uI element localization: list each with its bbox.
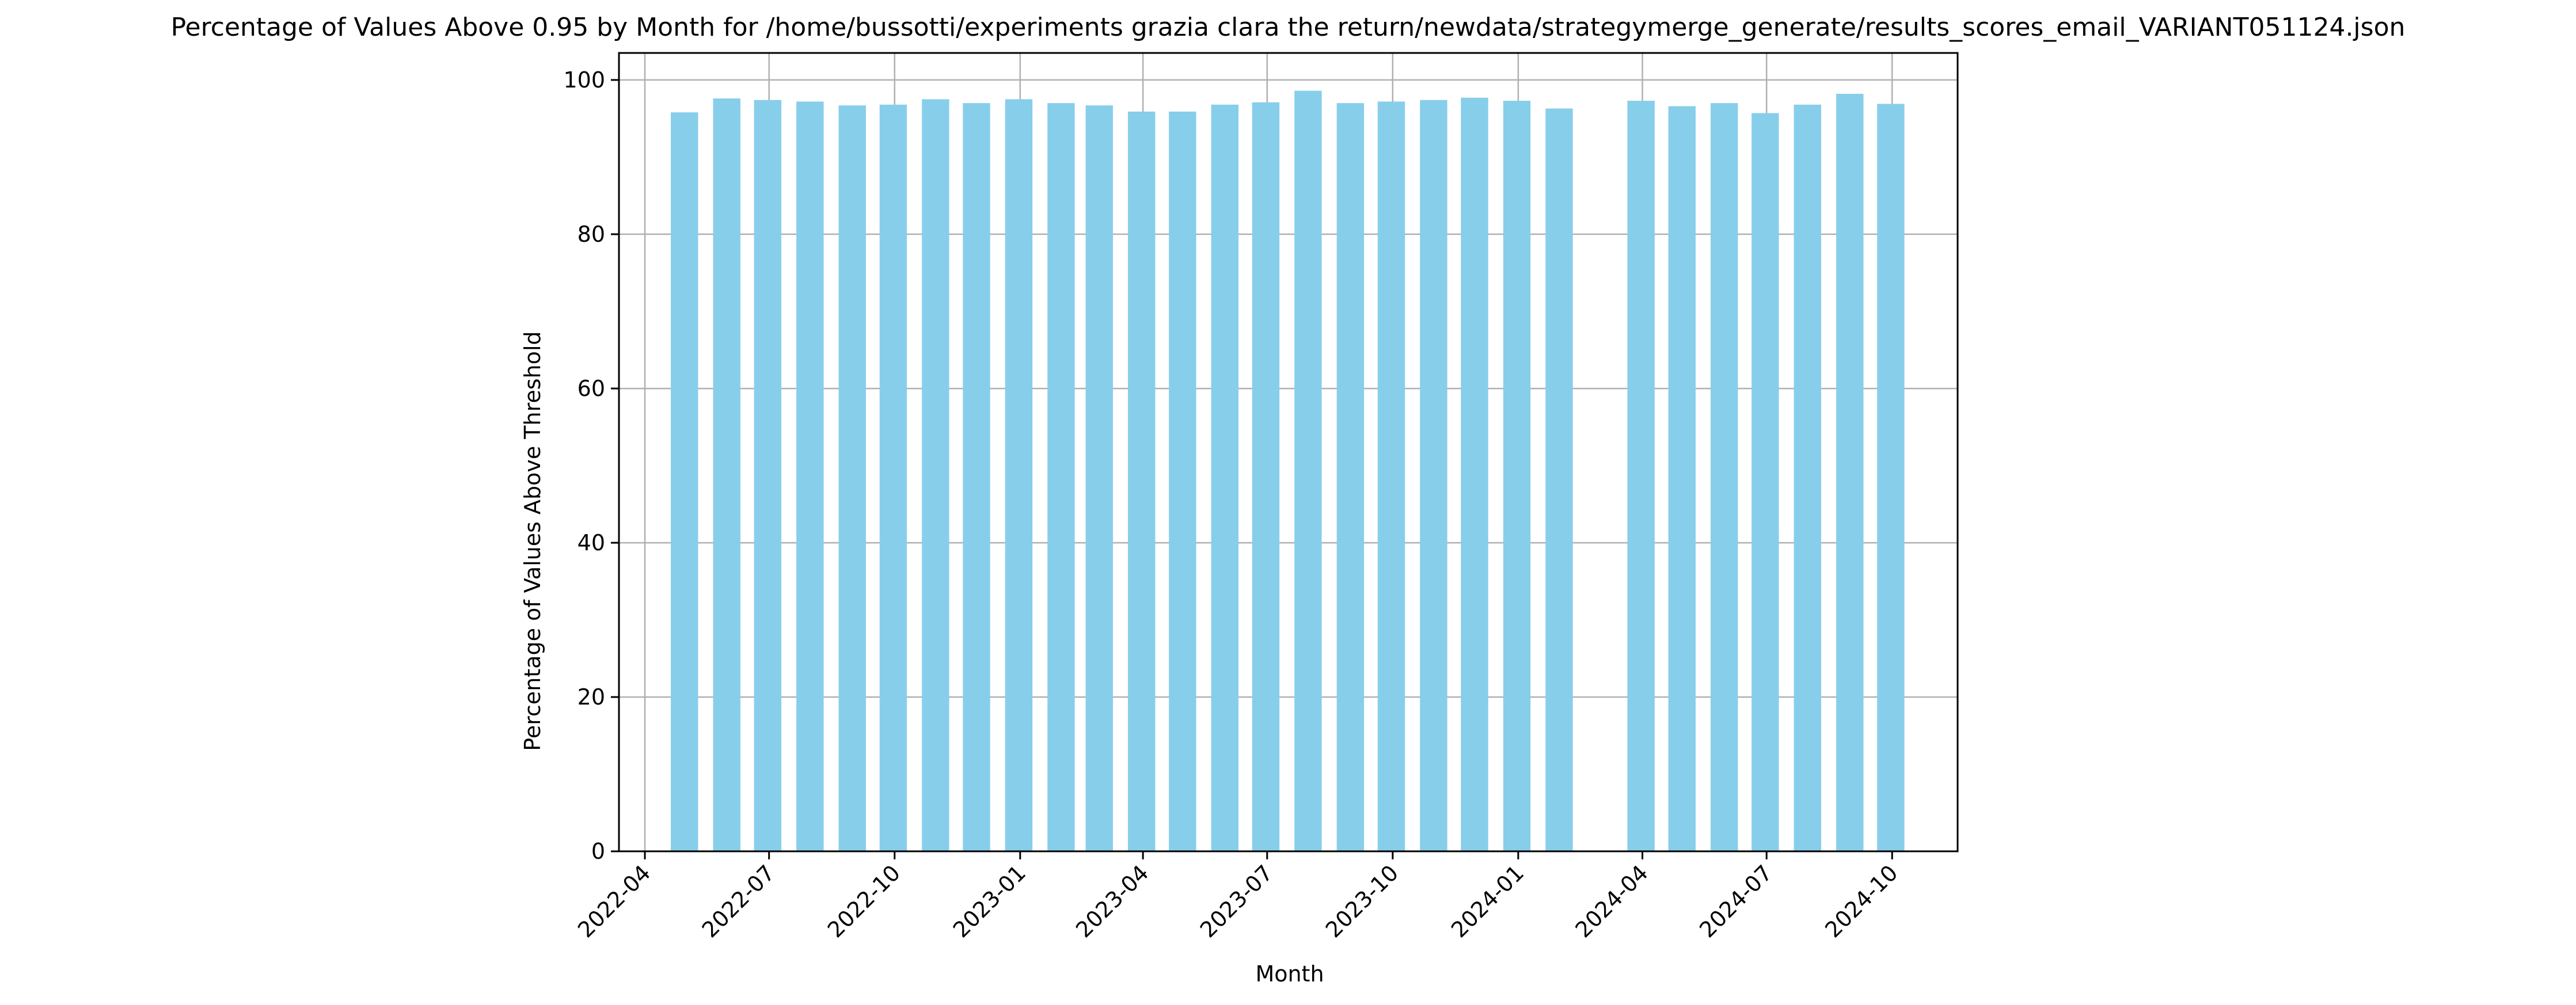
bar [1877, 104, 1905, 851]
bar [1169, 111, 1196, 852]
y-axis-ticks: 0 20 40 60 80 100 [563, 67, 619, 864]
bar [1711, 103, 1738, 851]
bar [1545, 108, 1573, 852]
bar [1836, 94, 1864, 851]
bar [1377, 101, 1405, 852]
bar [1420, 100, 1447, 852]
y-tick-label: 80 [577, 222, 605, 247]
bar [1627, 101, 1655, 852]
bar [1085, 105, 1113, 851]
bar [838, 105, 866, 851]
bar [1005, 99, 1033, 852]
y-tick-label: 0 [591, 839, 605, 864]
bar [1794, 104, 1821, 851]
bar [754, 100, 782, 852]
bar [713, 98, 740, 852]
bar [1461, 97, 1488, 852]
bar [879, 104, 907, 851]
y-tick-label: 100 [563, 67, 605, 93]
bar [1211, 104, 1238, 851]
bar [1751, 113, 1779, 851]
bar [1047, 103, 1075, 851]
bar [1668, 106, 1696, 851]
y-tick-label: 20 [577, 684, 605, 710]
y-axis-label: Percentage of Values Above Threshold [520, 331, 545, 751]
bar [1252, 102, 1280, 851]
bar [1503, 101, 1531, 852]
bars [671, 90, 1905, 852]
bar [922, 99, 949, 852]
bar [796, 101, 824, 852]
bar [671, 112, 698, 851]
bar [1128, 111, 1156, 852]
bar [1294, 90, 1322, 851]
bar [1336, 103, 1365, 851]
plot-frame [618, 52, 1959, 852]
x-axis-label: Month [1255, 961, 1324, 987]
y-tick-label: 40 [577, 530, 605, 555]
bar [963, 103, 990, 851]
y-tick-label: 60 [577, 376, 605, 401]
chart-title: Percentage of Values Above 0.95 by Month… [171, 13, 2406, 42]
